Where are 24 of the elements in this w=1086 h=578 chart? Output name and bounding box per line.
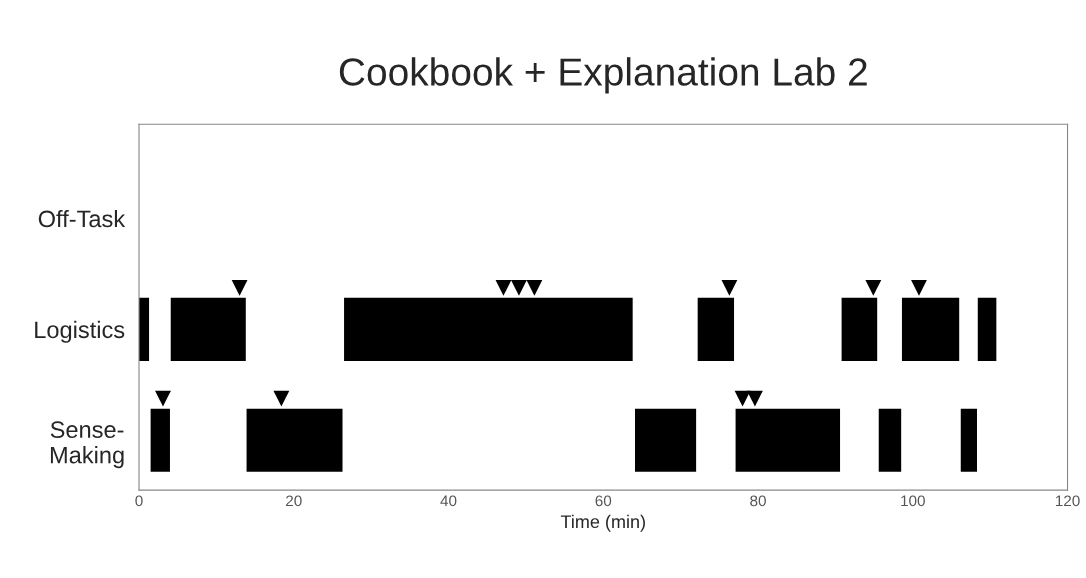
bar (344, 297, 633, 361)
bar (150, 408, 170, 472)
bar (635, 408, 697, 472)
bar (735, 408, 841, 472)
y-tick-label: Logistics (35, 320, 125, 343)
chart-title: Cookbook + Explanation Lab 2 (339, 57, 867, 94)
y-tick-label: Off-Task (38, 209, 126, 228)
x-tick-label: 0 (135, 495, 143, 507)
y-tick-label: Sense- Making (50, 421, 124, 469)
x-tick-label: 20 (286, 495, 302, 507)
bar (977, 297, 997, 361)
x-tick-label: 100 (901, 495, 925, 507)
bar (878, 408, 902, 472)
x-tick-label: 120 (1055, 495, 1080, 507)
bar (841, 297, 878, 361)
bar (170, 297, 246, 361)
bar (901, 297, 960, 361)
x-axis-title: Time (min) (560, 514, 645, 532)
x-tick-label: 80 (750, 495, 766, 507)
bar (960, 408, 978, 472)
bar (697, 297, 735, 361)
bar (246, 408, 343, 472)
x-tick-label: 60 (595, 495, 612, 507)
x-tick-label: 40 (440, 495, 457, 507)
